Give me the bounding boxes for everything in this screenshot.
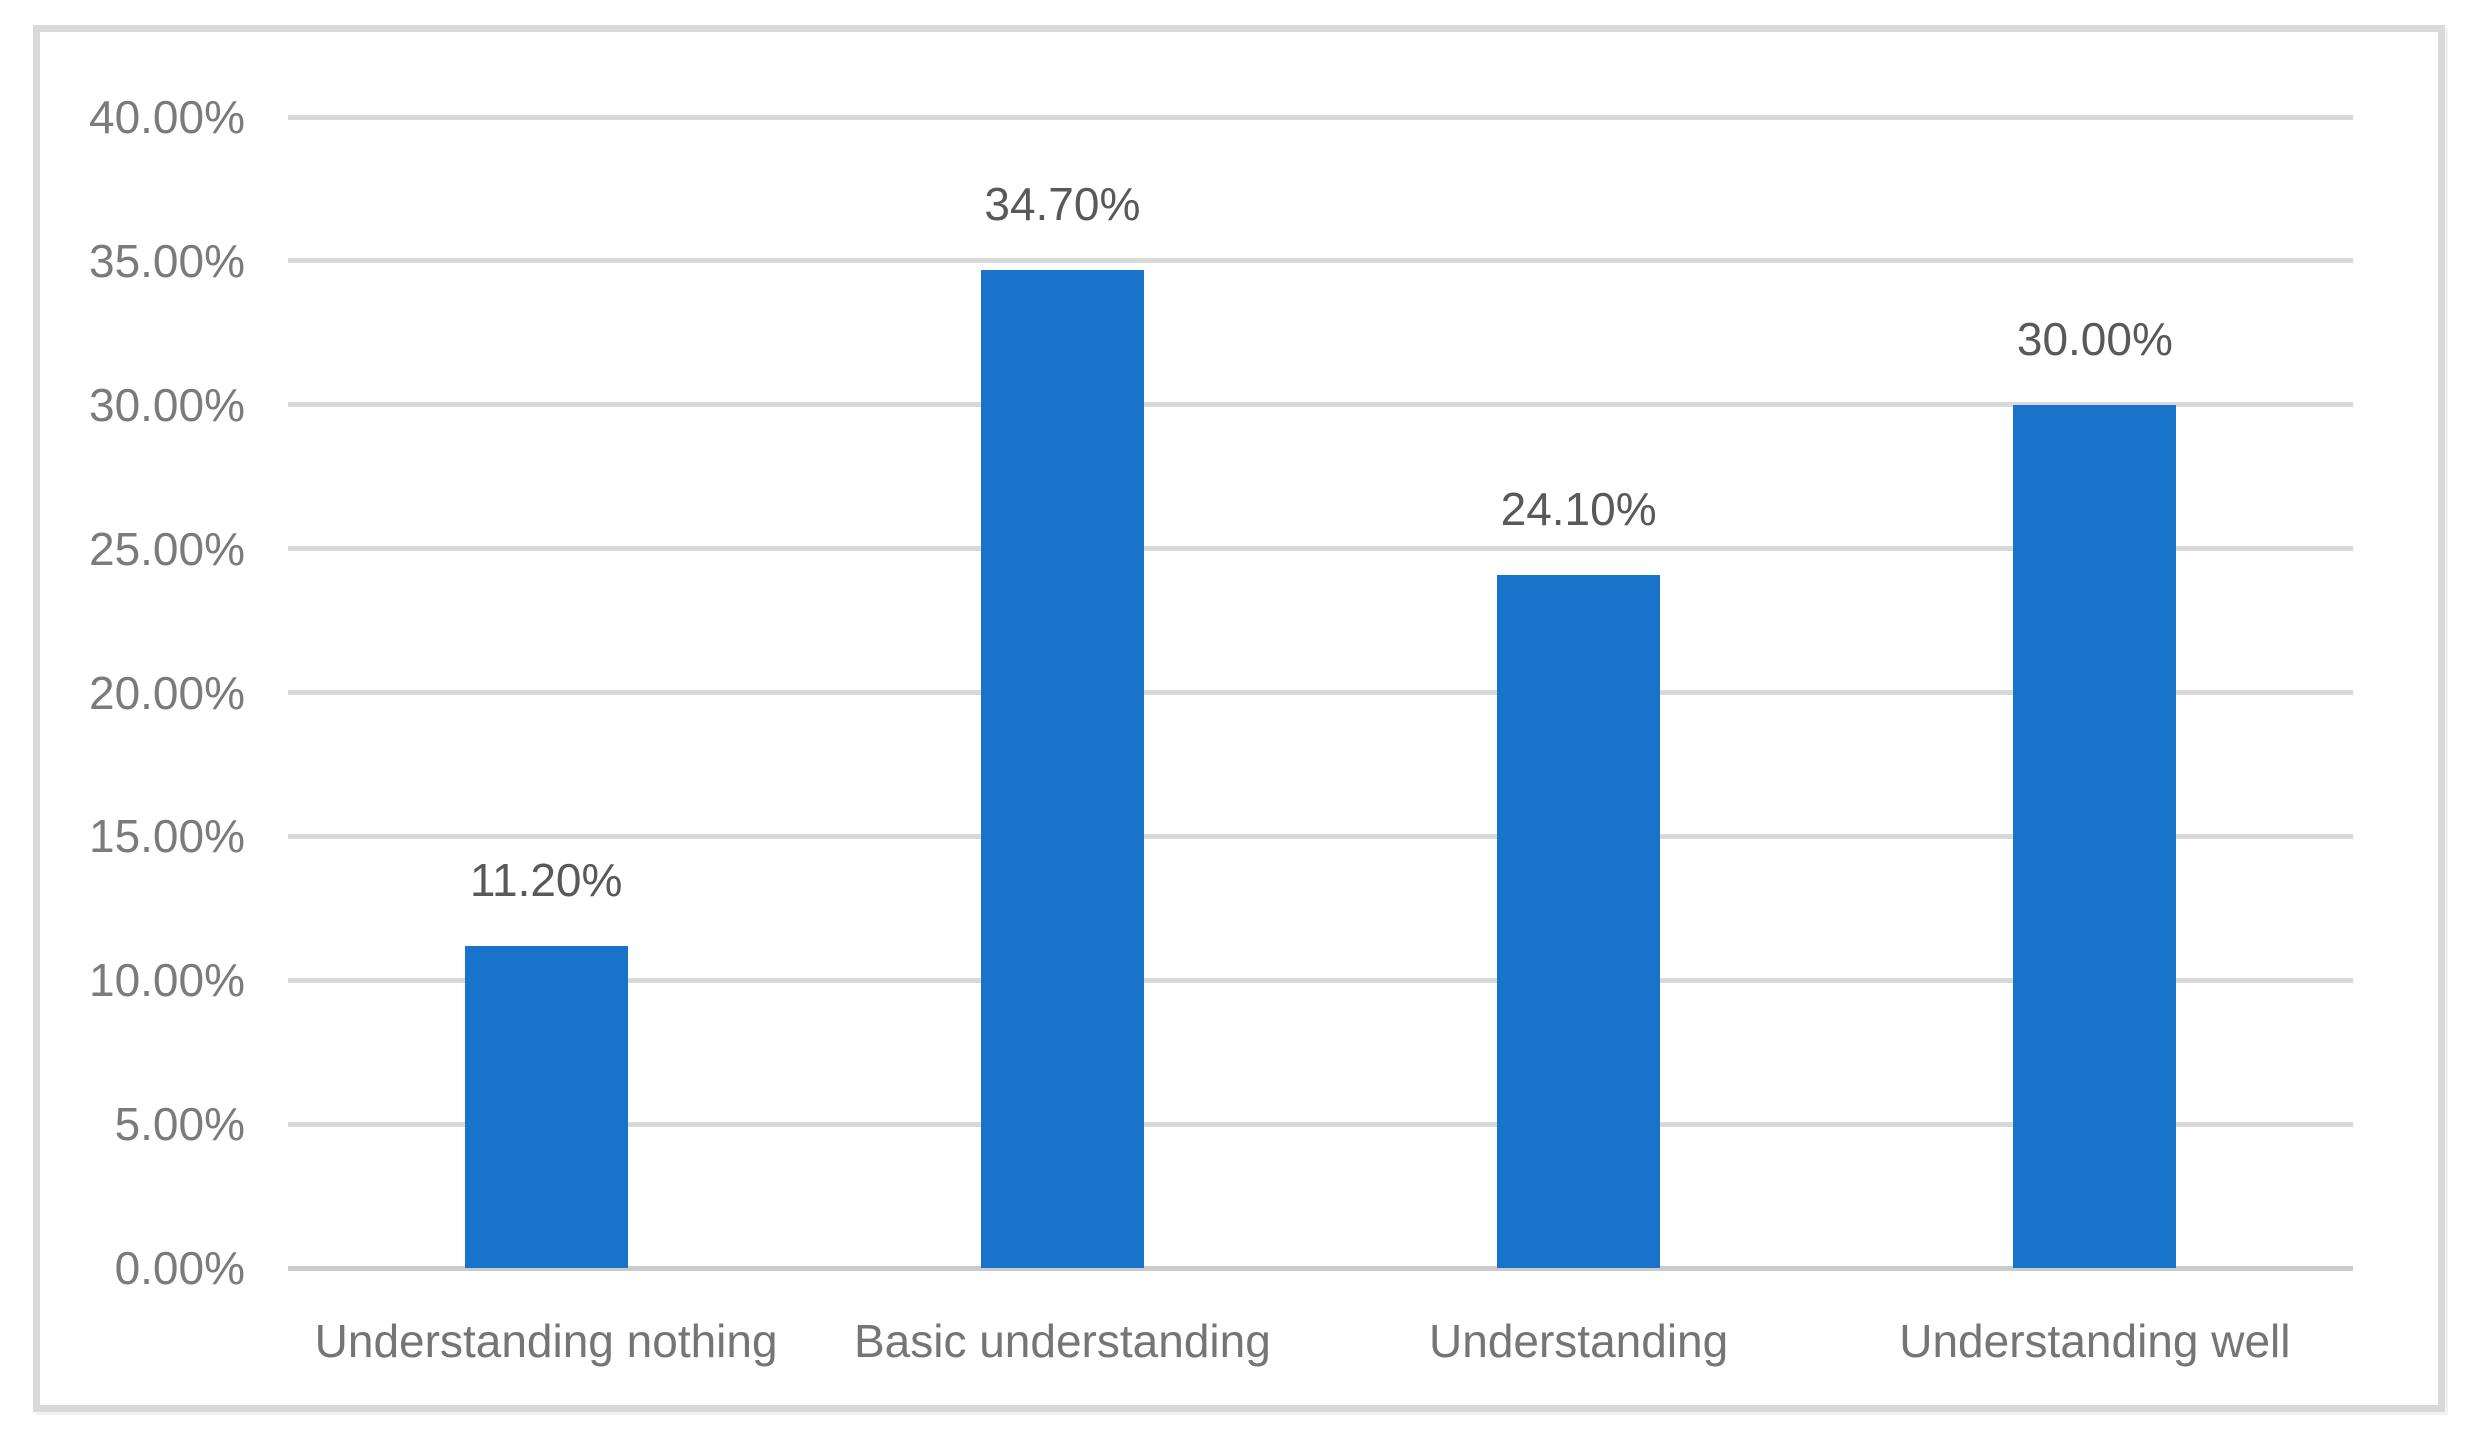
bar-understanding bbox=[1497, 574, 1661, 1268]
x-axis-line bbox=[288, 1265, 2353, 1271]
plot-area: 11.20% 34.70% 24.10% 30.00% bbox=[288, 114, 2353, 1271]
chart-frame: 0.00% 5.00% 10.00% 15.00% 20.00% 25.00% 30.00%… bbox=[33, 25, 2445, 1412]
bar-understanding-nothing bbox=[464, 945, 628, 1268]
gridline bbox=[288, 258, 2353, 264]
y-tick-label: 35.00% bbox=[88, 234, 245, 287]
y-tick-label: 0.00% bbox=[114, 1242, 245, 1294]
y-tick-label: 10.00% bbox=[88, 954, 245, 1007]
gridline bbox=[288, 114, 2353, 120]
y-tick-label: 15.00% bbox=[88, 810, 245, 863]
x-category-label: Basic understanding bbox=[853, 1315, 1271, 1367]
gridline bbox=[288, 690, 2353, 695]
gridline bbox=[288, 402, 2353, 408]
gridline bbox=[288, 546, 2353, 552]
data-label: 24.10% bbox=[1500, 482, 1657, 535]
gridline bbox=[288, 833, 2353, 839]
bar-understanding-well bbox=[2013, 404, 2177, 1268]
y-tick-label: 40.00% bbox=[88, 91, 245, 143]
gridline bbox=[288, 1121, 2353, 1127]
bar-basic-understanding bbox=[980, 269, 1144, 1268]
x-category-label: Understanding nothing bbox=[314, 1315, 778, 1367]
data-label: 11.20% bbox=[469, 853, 623, 906]
y-tick-label: 25.00% bbox=[88, 522, 245, 575]
x-axis: Understanding nothing Basic understanding… bbox=[288, 1313, 2353, 1383]
y-axis: 0.00% 5.00% 10.00% 15.00% 20.00% 25.00% 30.00%… bbox=[40, 91, 245, 1294]
gridline bbox=[288, 977, 2353, 983]
x-category-label: Understanding well bbox=[1899, 1315, 2291, 1367]
y-tick-label: 5.00% bbox=[114, 1098, 245, 1151]
y-tick-label: 20.00% bbox=[88, 666, 245, 719]
data-label: 34.70% bbox=[984, 177, 1141, 230]
data-label: 30.00% bbox=[2016, 312, 2173, 365]
x-category-label: Understanding bbox=[1429, 1315, 1729, 1367]
y-tick-label: 30.00% bbox=[88, 378, 245, 431]
